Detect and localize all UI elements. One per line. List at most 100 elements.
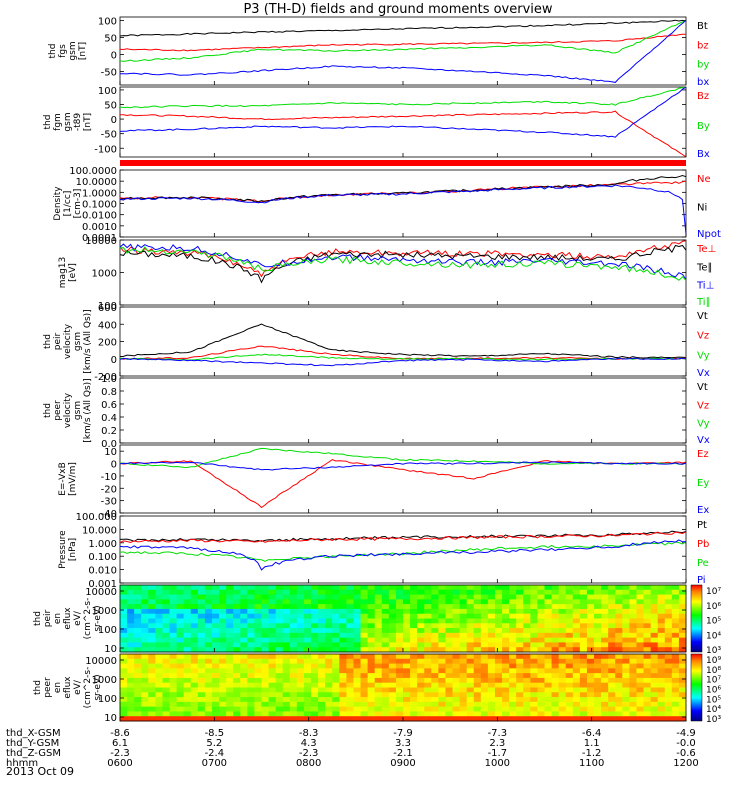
heatmap-cell: [502, 632, 510, 639]
heatmap-cell: [374, 647, 383, 653]
heatmap-cell: [296, 658, 305, 665]
heatmap-cell: [275, 654, 284, 660]
heatmap-cell: [502, 608, 510, 615]
heatmap-cell: [594, 654, 602, 660]
heatmap-cell: [487, 608, 496, 615]
heatmap-cell: [183, 613, 192, 619]
heatmap-cell: [530, 677, 538, 684]
heatmap-cell: [388, 701, 397, 708]
heatmap-cell: [219, 594, 227, 600]
heatmap-cell: [487, 682, 496, 688]
heatmap-cell: [155, 613, 163, 619]
heatmap-cell: [247, 632, 255, 639]
heatmap-cell: [480, 697, 489, 703]
heatmap-cell: [459, 637, 468, 643]
heatmap-cell: [190, 618, 199, 624]
heatmap-cell: [417, 608, 425, 615]
heatmap-cell: [615, 692, 623, 698]
heatmap-cell: [289, 658, 298, 665]
heatmap-cell: [424, 711, 432, 717]
heatmap-cell: [233, 687, 241, 693]
heatmap-cell: [558, 618, 567, 624]
heatmap-cell: [183, 623, 192, 629]
heatmap-cell: [254, 628, 262, 634]
heatmap-cell: [169, 589, 178, 596]
heatmap-cell: [403, 682, 411, 688]
heatmap-cell: [162, 668, 171, 674]
heatmap-cell: [247, 697, 255, 703]
heatmap-cell: [502, 673, 510, 679]
heatmap-cell: [367, 673, 376, 679]
heatmap-cell: [332, 673, 340, 679]
colorbar-gradient: [690, 653, 703, 722]
heatmap-cell: [162, 716, 171, 722]
heatmap-cell: [424, 613, 432, 619]
heatmap-cell: [176, 716, 185, 722]
footer-tick-label: 1.1: [584, 738, 600, 749]
heatmap-cell: [233, 613, 241, 619]
colorbar-tick-label: 10⁶: [706, 686, 721, 696]
heatmap-cell: [247, 654, 255, 660]
heatmap-cell: [622, 589, 630, 596]
heatmap-cell: [155, 706, 163, 712]
heatmap-cell: [325, 604, 333, 610]
heatmap-cell: [176, 663, 185, 669]
heatmap-cell: [134, 599, 142, 605]
heatmap-cell: [353, 647, 362, 653]
heatmap-cell: [289, 637, 298, 643]
footer-row-label: thd_Z-GSM: [6, 748, 61, 759]
heatmap-cell: [551, 594, 560, 600]
heatmap-cell: [141, 585, 149, 591]
heatmap-cell: [388, 637, 397, 643]
heatmap-cell: [339, 618, 347, 624]
heatmap-cell: [403, 604, 411, 610]
y-axis-label: [nPa]: [68, 538, 78, 561]
heatmap-cell: [367, 594, 376, 600]
heatmap-cell: [403, 706, 411, 712]
series-line-Vx: [119, 357, 687, 367]
heatmap-cell: [544, 618, 553, 624]
heatmap-cell: [452, 673, 461, 679]
heatmap-cell: [148, 677, 156, 684]
heatmap-cell: [544, 585, 553, 591]
heatmap-cell: [473, 599, 482, 605]
heatmap-cell: [120, 604, 128, 610]
heatmap-cell: [445, 594, 454, 600]
heatmap-cell: [141, 658, 149, 665]
heatmap-cell: [197, 706, 206, 712]
heatmap-cell: [282, 687, 291, 693]
heatmap-cell: [233, 706, 241, 712]
heatmap-cell: [629, 677, 637, 684]
heatmap-cell: [650, 608, 659, 615]
heatmap-cell: [268, 594, 277, 600]
heatmap-cell: [155, 682, 163, 688]
heatmap-cell: [395, 642, 404, 648]
heatmap-cell: [410, 687, 418, 693]
heatmap-cell: [318, 604, 326, 610]
heatmap-cell: [275, 628, 284, 634]
heatmap-cell: [233, 589, 241, 596]
heatmap-cell: [551, 647, 560, 653]
heatmap-cell: [332, 677, 340, 684]
heatmap-cell: [289, 618, 298, 624]
series-line-Ey: [119, 447, 687, 469]
heatmap-cell: [671, 706, 680, 712]
heatmap-cell: [530, 608, 538, 615]
heatmap-cell: [629, 706, 637, 712]
heatmap-cell: [678, 706, 687, 712]
heatmap-cell: [240, 692, 248, 698]
heatmap-cell: [296, 632, 305, 639]
heatmap-cell: [176, 654, 185, 660]
heatmap-cell: [303, 604, 312, 610]
heatmap-cell: [254, 613, 262, 619]
heatmap-cell: [586, 599, 595, 605]
heatmap-cell: [148, 687, 156, 693]
heatmap-cell: [346, 697, 354, 703]
heatmap-cell: [388, 692, 397, 698]
heatmap-cell: [417, 623, 425, 629]
heatmap-cell: [657, 613, 666, 619]
footer-tick-label: -0.6: [676, 748, 696, 759]
y-tick-label: 10.000: [82, 525, 117, 536]
heatmap-cell: [388, 673, 397, 679]
y-axis-label: thd: [48, 44, 58, 59]
